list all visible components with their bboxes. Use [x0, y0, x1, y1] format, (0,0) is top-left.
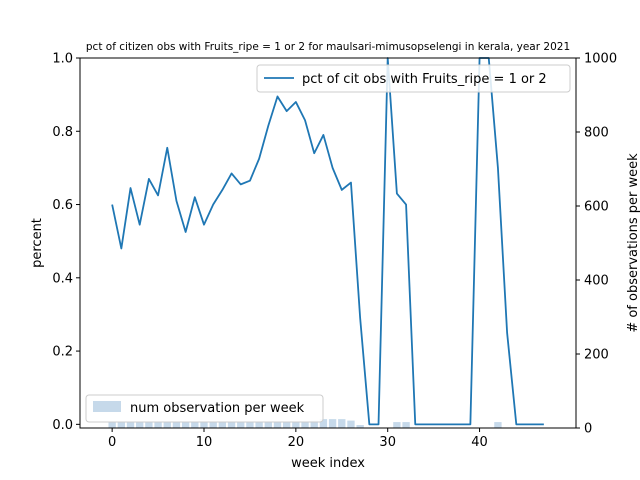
legend-line-label: pct of cit obs with Fruits_ripe = 1 or 2: [302, 72, 547, 87]
y-tick-label: 0.0: [52, 418, 73, 433]
y2-tick-label: 800: [584, 126, 609, 141]
x-tick-label: 0: [108, 435, 116, 450]
bar: [163, 422, 171, 428]
bar: [402, 422, 410, 428]
bar: [108, 422, 116, 428]
plot-frame: [79, 57, 577, 429]
legend-bar-box: [85, 394, 324, 423]
y-axis-left: 0.0 0.2 0.4 0.6 0.8 1.0: [52, 52, 80, 433]
legend-bar: num observation per week: [85, 394, 324, 423]
y2-axis-label: # of observations per week: [626, 153, 640, 333]
bar: [356, 425, 364, 428]
bar: [191, 422, 199, 428]
bar: [172, 422, 181, 428]
y-tick-label: 0.4: [52, 271, 73, 286]
x-tick-label: 10: [196, 435, 213, 450]
bar: [282, 422, 291, 428]
bar: [237, 422, 245, 428]
bar-series: [108, 419, 502, 428]
y-axis-right: 0 200 400 600 800 1000: [576, 52, 617, 437]
y-tick-label: 1.0: [52, 52, 73, 67]
y-tick-label: 0.6: [52, 198, 73, 213]
y2-tick-label: 600: [584, 200, 609, 215]
bar: [200, 422, 208, 428]
y-tick-label: 0.8: [52, 125, 73, 140]
x-tick-label: 30: [379, 435, 396, 450]
bar: [301, 422, 309, 428]
bar: [338, 419, 346, 428]
bar: [347, 420, 355, 428]
bar: [209, 422, 217, 428]
line-series: [111, 57, 544, 426]
bar: [154, 422, 162, 428]
x-tick-label: 20: [288, 435, 305, 450]
legend-line: pct of cit obs with Fruits_ripe = 1 or 2: [256, 64, 571, 93]
bar: [246, 422, 254, 428]
bar: [292, 422, 300, 428]
bar: [227, 422, 236, 428]
bar: [310, 420, 318, 428]
bar: [181, 422, 190, 428]
y2-tick-label: 400: [584, 274, 609, 289]
y2-tick-label: 200: [584, 348, 609, 363]
y-tick-label: 0.2: [52, 345, 73, 360]
bar: [393, 422, 401, 428]
bar: [218, 422, 227, 428]
chart-title: pct of citizen obs with Fruits_ripe = 1 …: [86, 41, 570, 53]
x-axis-label: week index: [291, 456, 365, 471]
bar: [319, 419, 328, 428]
bar: [255, 422, 263, 428]
bar: [117, 422, 126, 428]
bar: [136, 422, 144, 428]
legend-bar-label: num observation per week: [130, 401, 305, 416]
bar: [273, 422, 282, 428]
bar: [145, 422, 153, 428]
y2-tick-label: 0: [584, 422, 592, 437]
bar: [126, 422, 135, 428]
x-tick-label: 40: [471, 435, 488, 450]
legend-line-box: [256, 64, 571, 93]
legend-bar-swatch: [93, 401, 121, 412]
y2-tick-label: 1000: [584, 52, 617, 67]
bar: [328, 419, 337, 428]
bar: [494, 422, 502, 428]
y-axis-label: percent: [30, 218, 45, 268]
x-axis: 0 10 20 30 40: [108, 428, 488, 450]
bar: [264, 422, 272, 428]
